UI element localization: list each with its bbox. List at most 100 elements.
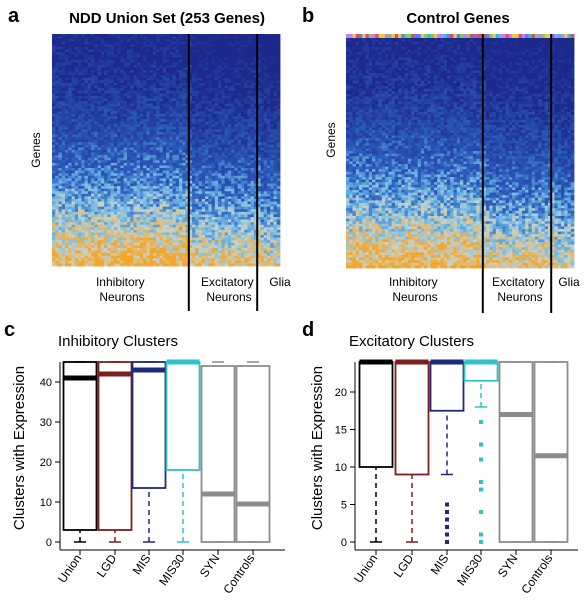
heatmap-cell [240, 95, 245, 99]
heatmap-cell [237, 85, 242, 89]
heatmap-cell [117, 191, 121, 195]
heatmap-cell [169, 64, 173, 68]
heatmap-cell [276, 209, 281, 213]
heatmap-cell [172, 183, 177, 187]
heatmap-cell [276, 90, 281, 94]
heatmap-cell [117, 108, 121, 112]
heatmap-cell [130, 147, 134, 151]
heatmap-cell [218, 88, 222, 92]
heatmap-cell [136, 211, 141, 215]
heatmap-cell [133, 62, 138, 66]
heatmap-cell [159, 168, 164, 172]
heatmap-cell [260, 103, 265, 107]
heatmap-cell [234, 162, 239, 166]
heatmap-cell [68, 144, 72, 148]
heatmap-cell [263, 206, 268, 210]
heatmap-cell [71, 64, 76, 68]
heatmap-cell [224, 93, 229, 97]
heatmap-cell [247, 186, 252, 190]
heatmap-cell [208, 116, 212, 120]
heatmap-cell [240, 170, 245, 174]
heatmap-cell [211, 59, 216, 63]
heatmap-cell [120, 193, 125, 197]
heatmap-cell [91, 75, 95, 79]
heatmap-cell [117, 183, 121, 187]
heatmap-cell [179, 82, 183, 86]
heatmap-cell [84, 162, 89, 166]
heatmap-cell [250, 129, 255, 133]
heatmap-cell [91, 206, 95, 210]
heatmap-cell [201, 57, 206, 61]
heatmap-cell [117, 75, 121, 79]
heatmap-cell [156, 183, 160, 187]
heatmap-cell [117, 80, 121, 84]
heatmap-cell [104, 165, 108, 169]
heatmap-cell [240, 126, 245, 130]
heatmap-cell [71, 165, 76, 169]
heatmap-cell [65, 152, 69, 156]
heatmap-cell [113, 191, 118, 195]
heatmap-cell [156, 155, 160, 159]
heatmap-cell [136, 157, 141, 161]
heatmap-cell [152, 191, 157, 195]
heatmap-cell [247, 90, 252, 94]
heatmap-cell [133, 57, 138, 61]
heatmap-cell [253, 129, 258, 133]
heatmap-cell [139, 70, 144, 74]
heatmap-cell [211, 196, 216, 200]
heatmap-cell [240, 178, 245, 182]
heatmap-cell [100, 178, 105, 182]
heatmap-cell [188, 62, 193, 66]
heatmap-cell [107, 95, 112, 99]
heatmap-cell [74, 168, 79, 172]
heatmap-cell [221, 214, 226, 218]
heatmap-cell [94, 160, 98, 164]
heatmap-cell [270, 186, 274, 190]
heatmap-cell [133, 180, 138, 184]
heatmap-cell [253, 144, 258, 148]
heatmap-cell [263, 116, 268, 120]
heatmap-cell [175, 46, 180, 50]
heatmap-cell [266, 124, 271, 128]
heatmap-cell [188, 204, 193, 208]
heatmap-cell [74, 85, 79, 89]
heatmap-cell [113, 165, 118, 169]
heatmap-cell [162, 106, 167, 110]
heatmap-cell [227, 82, 232, 86]
heatmap-cell [68, 183, 72, 187]
heatmap-cell [133, 85, 138, 89]
heatmap-cell [234, 72, 239, 76]
heatmap-cell [240, 90, 245, 94]
heatmap-cell [107, 49, 112, 53]
heatmap-cell [74, 44, 79, 48]
heatmap-cell [120, 93, 125, 97]
heatmap-cell [61, 46, 66, 50]
heatmap-cell [87, 62, 92, 66]
heatmap-cell [113, 93, 118, 97]
heatmap-cell [218, 137, 222, 141]
heatmap-cell [126, 137, 131, 141]
heatmap-cell [55, 165, 59, 169]
heatmap-cell [185, 67, 190, 71]
heatmap-cell [87, 111, 92, 115]
heatmap-cell [107, 103, 112, 107]
heatmap-cell [195, 150, 199, 153]
heatmap-cell [113, 193, 118, 197]
heatmap-cell [221, 72, 226, 76]
heatmap-cell [87, 144, 92, 148]
heatmap-cell [188, 77, 193, 81]
heatmap-cell [91, 41, 95, 45]
heatmap-cell [97, 211, 102, 215]
heatmap-cell [224, 108, 229, 112]
heatmap-cell [273, 62, 278, 66]
heatmap-cell [257, 116, 261, 120]
heatmap-cell [146, 41, 151, 45]
heatmap-cell [156, 111, 160, 115]
heatmap-cell [211, 139, 216, 143]
heatmap-cell [188, 95, 193, 99]
heatmap-cell [156, 64, 160, 68]
heatmap-cell [94, 36, 98, 40]
heatmap-cell [126, 183, 131, 187]
heatmap-cell [201, 211, 206, 215]
heatmap-cell [237, 142, 242, 146]
